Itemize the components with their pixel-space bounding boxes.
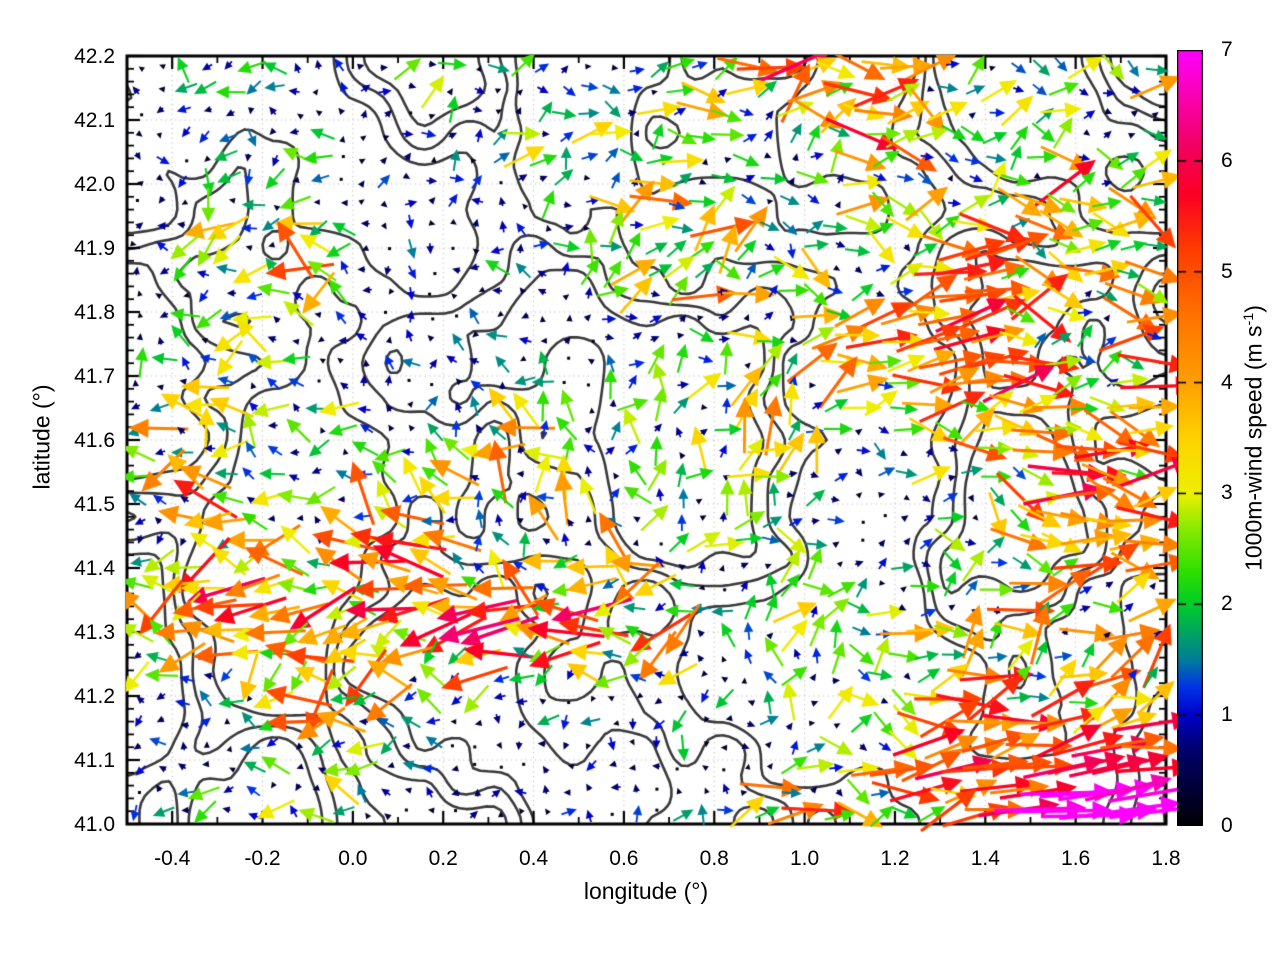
x-tick-label: -0.4: [154, 847, 191, 870]
x-tick-label: -0.2: [244, 847, 281, 870]
colorbar-label-suffix: ): [1240, 305, 1267, 313]
x-tick-label: 1.8: [1151, 847, 1181, 870]
y-tick-label: 42.1: [74, 109, 115, 132]
y-tick-label: 41.7: [74, 365, 115, 388]
y-tick-label: 41.0: [74, 813, 115, 836]
colorbar-tick-label: 1: [1221, 703, 1233, 727]
x-tick-label: 0.6: [609, 847, 639, 870]
colorbar-tick-label: 2: [1221, 592, 1233, 616]
x-tick-label: 1.6: [1061, 847, 1091, 870]
y-tick-label: 41.3: [74, 621, 115, 644]
y-tick-label: 41.2: [74, 685, 115, 708]
colorbar-tick-label: 4: [1221, 370, 1233, 394]
colorbar-tick-label: 0: [1221, 814, 1233, 837]
x-tick-label: 0.4: [518, 847, 549, 870]
y-tick-label: 42.0: [74, 173, 115, 196]
y-tick-label: 41.6: [74, 429, 115, 452]
colorbar: [1177, 50, 1203, 826]
y-tick-label: 41.5: [74, 493, 115, 516]
colorbar-tick-label: 5: [1221, 259, 1233, 283]
y-tick-label: 41.1: [74, 749, 115, 772]
x-tick-label: 0.0: [338, 847, 368, 870]
x-tick-label: 1.0: [789, 847, 820, 870]
colorbar-tick-label: 3: [1221, 481, 1233, 505]
x-tick-label: 1.4: [970, 847, 1000, 870]
x-tick-label: 0.8: [699, 847, 729, 870]
x-axis-label: longitude (°): [583, 878, 709, 904]
y-tick-label: 41.8: [74, 301, 115, 324]
colorbar-label-text: 1000m-wind speed (m s: [1240, 325, 1267, 571]
colorbar-label-sup: -1: [1240, 312, 1257, 326]
y-tick-label: 42.2: [74, 45, 115, 68]
y-tick-label: 41.4: [74, 557, 115, 580]
y-axis-label: latitude (°): [28, 384, 55, 490]
x-tick-label: 1.2: [880, 847, 910, 870]
colorbar-tick-label: 7: [1221, 38, 1233, 61]
y-tick-label: 41.9: [74, 237, 115, 260]
colorbar-tick-label: 6: [1221, 148, 1233, 172]
x-tick-label: 0.2: [428, 847, 458, 870]
colorbar-label: 1000m-wind speed (m s-1): [1241, 305, 1268, 571]
